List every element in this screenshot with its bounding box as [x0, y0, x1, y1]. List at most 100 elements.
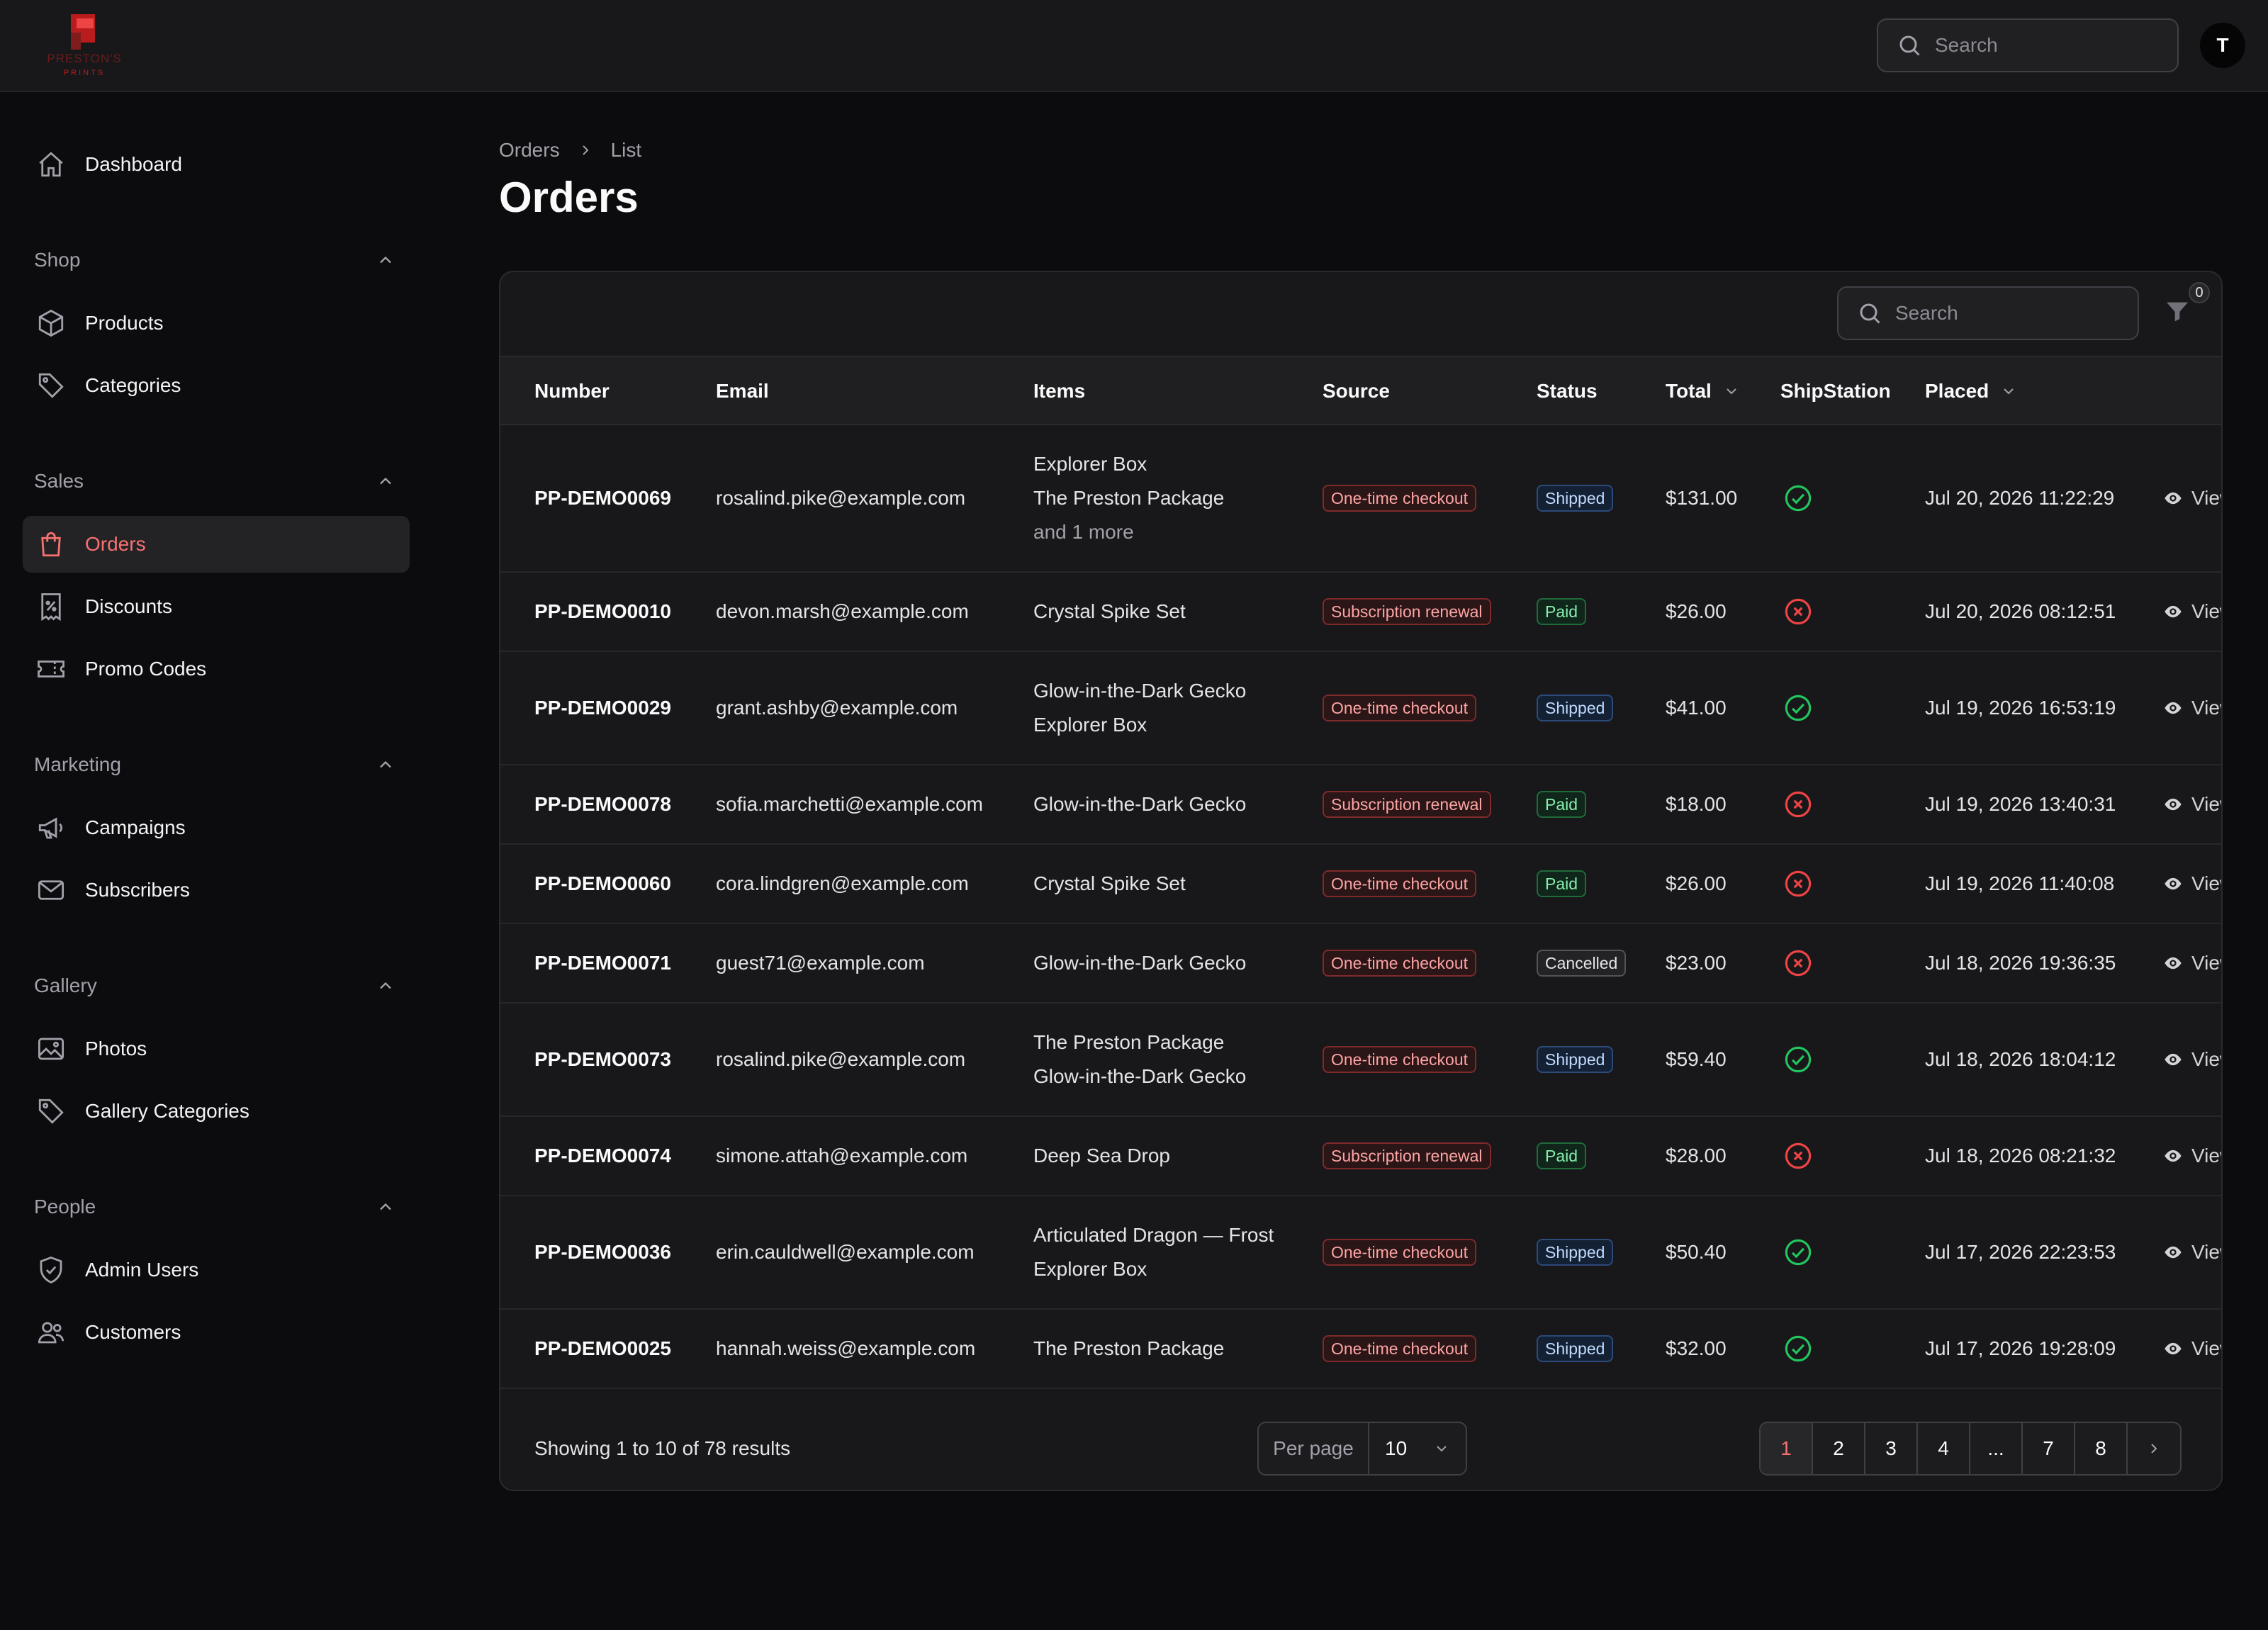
view-order-button[interactable]: View — [2163, 573, 2221, 651]
order-number[interactable]: PP-DEMO0036 — [534, 1241, 671, 1263]
order-email: guest71@example.com — [716, 952, 925, 974]
view-order-button[interactable]: View — [2163, 425, 2221, 571]
sidebar-group-sales[interactable]: Sales — [34, 463, 395, 499]
view-order-button[interactable]: View — [2163, 652, 2221, 764]
table-row[interactable]: PP-DEMO0025 hannah.weiss@example.com The P… — [500, 1310, 2221, 1389]
sidebar-group-shop[interactable]: Shop — [34, 242, 395, 278]
table-row[interactable]: PP-DEMO0078 sofia.marchetti@example.com Gl… — [500, 765, 2221, 845]
view-order-button[interactable]: View — [2163, 1196, 2221, 1308]
order-number[interactable]: PP-DEMO0025 — [534, 1337, 671, 1359]
page-title: Orders — [499, 174, 639, 221]
order-items: Glow-in-the-Dark Gecko — [1033, 765, 1246, 843]
view-order-button[interactable]: View — [2163, 1004, 2221, 1115]
order-placed: Jul 19, 2026 11:40:08 — [1925, 872, 2115, 894]
view-order-button[interactable]: View — [2163, 765, 2221, 843]
view-label: View — [2191, 872, 2221, 894]
pagination: 1 2 3 4... 7 8 — [1759, 1422, 2182, 1476]
table-header: Number Email Items Source Status Total S… — [500, 356, 2221, 425]
next-page-button[interactable] — [2128, 1423, 2180, 1474]
order-number[interactable]: PP-DEMO0029 — [534, 697, 671, 719]
shipstation-not-synced-icon — [1783, 924, 1813, 1002]
page-button-3[interactable]: 3 — [1865, 1423, 1918, 1474]
sidebar-item-products[interactable]: Products — [23, 295, 410, 352]
filter-button[interactable] — [2163, 298, 2194, 329]
global-search-input[interactable] — [1935, 34, 2148, 57]
order-items: Articulated Dragon — Frost Explorer Box — [1033, 1196, 1274, 1308]
order-number[interactable]: PP-DEMO0060 — [534, 872, 671, 894]
table-search[interactable] — [1837, 286, 2139, 340]
user-avatar[interactable]: T — [2200, 23, 2245, 68]
order-number[interactable]: PP-DEMO0071 — [534, 952, 671, 974]
view-order-button[interactable]: View — [2163, 845, 2221, 923]
order-number[interactable]: PP-DEMO0073 — [534, 1048, 671, 1070]
sidebar-item-discounts[interactable]: Discounts — [23, 578, 410, 635]
chevron-up-icon — [380, 477, 391, 485]
table-row[interactable]: PP-DEMO0069 rosalind.pike@example.com Expl… — [500, 425, 2221, 573]
table-row[interactable]: PP-DEMO0073 rosalind.pike@example.com The … — [500, 1004, 2221, 1117]
sidebar-item-admin-users[interactable]: Admin Users — [23, 1242, 410, 1298]
per-page-select[interactable]: Per page 10 — [1257, 1422, 1467, 1476]
sidebar-item-gallery-categories[interactable]: Gallery Categories — [23, 1083, 410, 1140]
table-row[interactable]: PP-DEMO0074 simone.attah@example.com Deep … — [500, 1117, 2221, 1196]
sidebar-item-subscribers[interactable]: Subscribers — [23, 862, 410, 918]
page-button-4[interactable]: 4 — [1918, 1423, 1970, 1474]
sidebar-group-label: Gallery — [34, 974, 97, 996]
column-total-sort[interactable]: Total — [1666, 357, 1740, 425]
order-items: Deep Sea Drop — [1033, 1117, 1170, 1195]
shipstation-synced-icon — [1783, 1310, 1813, 1388]
page-button-1[interactable]: 1 — [1761, 1423, 1813, 1474]
order-total: $32.00 — [1666, 1337, 1727, 1359]
order-number[interactable]: PP-DEMO0078 — [534, 793, 671, 815]
sidebar-group-label: Sales — [34, 470, 84, 492]
order-status: Paid — [1537, 573, 1587, 651]
sidebar-item-photos[interactable]: Photos — [23, 1021, 410, 1077]
sidebar-group-people[interactable]: People — [34, 1189, 395, 1225]
order-item: Explorer Box — [1033, 1258, 1147, 1280]
page-button-7[interactable]: 7 — [2023, 1423, 2075, 1474]
global-search[interactable] — [1877, 18, 2179, 72]
sidebar-item-categories[interactable]: Categories — [23, 357, 410, 414]
order-number[interactable]: PP-DEMO0074 — [534, 1145, 671, 1167]
view-order-button[interactable]: View — [2163, 1310, 2221, 1388]
order-item: Deep Sea Drop — [1033, 1145, 1171, 1167]
order-total: $41.00 — [1666, 697, 1727, 719]
order-item: Explorer Box — [1033, 714, 1147, 736]
source-badge: One-time checkout — [1323, 1239, 1477, 1266]
table-row[interactable]: PP-DEMO0029 grant.ashby@example.com Glow-i… — [500, 652, 2221, 765]
order-item: The Preston Package — [1033, 487, 1225, 509]
brand-logo[interactable]: PRESTON'S PRINTS — [37, 11, 132, 79]
column-placed-sort[interactable]: Placed — [1925, 357, 2017, 425]
table-search-input[interactable] — [1895, 302, 2108, 325]
table-row[interactable]: PP-DEMO0060 cora.lindgren@example.com Crys… — [500, 845, 2221, 924]
sidebar-item-label: Photos — [85, 1038, 147, 1060]
shield-check-icon — [35, 1254, 67, 1286]
chevron-up-icon — [380, 256, 391, 264]
order-email: simone.attah@example.com — [716, 1145, 968, 1167]
source-badge: One-time checkout — [1323, 485, 1477, 512]
order-source: One-time checkout — [1323, 1004, 1477, 1115]
view-order-button[interactable]: View — [2163, 924, 2221, 1002]
page-button-8[interactable]: 8 — [2075, 1423, 2128, 1474]
sidebar-item-customers[interactable]: Customers — [23, 1304, 410, 1361]
order-number[interactable]: PP-DEMO0069 — [534, 487, 671, 509]
view-order-button[interactable]: View — [2163, 1117, 2221, 1195]
page-button-2[interactable]: 2 — [1813, 1423, 1865, 1474]
sidebar-item-campaigns[interactable]: Campaigns — [23, 799, 410, 856]
shipstation-synced-icon — [1783, 1004, 1813, 1115]
order-placed: Jul 19, 2026 13:40:31 — [1925, 793, 2116, 815]
sidebar-item-promo-codes[interactable]: Promo Codes — [23, 641, 410, 697]
table-row[interactable]: PP-DEMO0036 erin.cauldwell@example.com Art… — [500, 1196, 2221, 1310]
order-number[interactable]: PP-DEMO0010 — [534, 600, 671, 622]
users-icon — [35, 1317, 67, 1348]
sidebar-item-orders[interactable]: Orders — [23, 516, 410, 573]
sidebar-group-gallery[interactable]: Gallery — [34, 968, 395, 1004]
eye-icon — [2165, 798, 2182, 811]
per-page-value[interactable]: 10 — [1369, 1423, 1466, 1474]
sidebar-group-marketing[interactable]: Marketing — [34, 747, 395, 782]
sidebar-item-dashboard[interactable]: Dashboard — [23, 136, 410, 193]
order-placed: Jul 18, 2026 08:21:32 — [1925, 1145, 2116, 1167]
table-row[interactable]: PP-DEMO0010 devon.marsh@example.com Crysta… — [500, 573, 2221, 652]
table-row[interactable]: PP-DEMO0071 guest71@example.com Glow-in-th… — [500, 924, 2221, 1004]
breadcrumb-orders-link[interactable]: Orders — [499, 139, 560, 161]
megaphone-icon — [35, 812, 67, 843]
